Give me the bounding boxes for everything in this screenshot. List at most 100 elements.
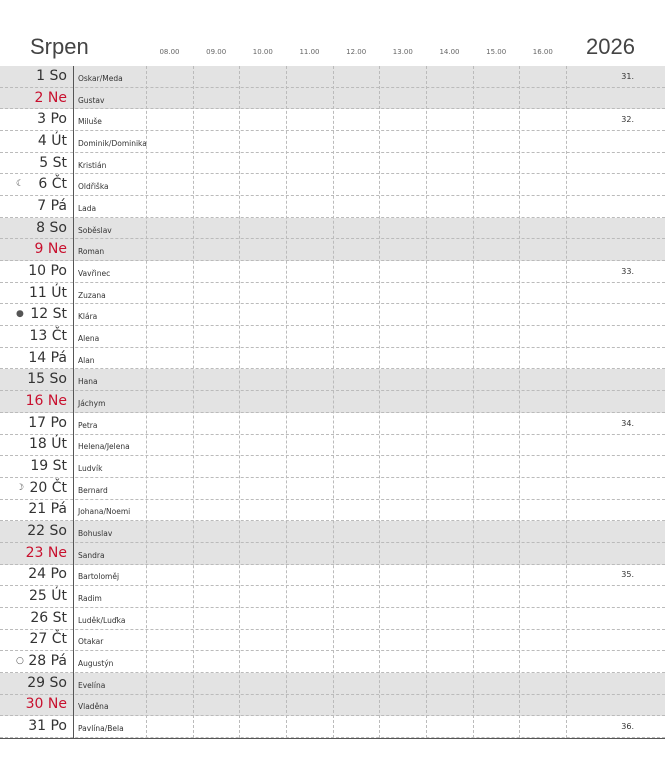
weekday: Út — [51, 132, 67, 149]
week-number: 33. — [621, 266, 634, 276]
day-number: 17 — [28, 414, 47, 431]
name-day: Soběslav — [78, 225, 112, 235]
day-number: 18 — [28, 436, 47, 453]
column-rule — [426, 66, 427, 738]
day-row: 5 St Kristián — [0, 153, 665, 175]
name-day: Vladěna — [78, 702, 109, 712]
name-day: Radim — [78, 594, 102, 604]
weekday: Po — [50, 414, 67, 431]
weekday: Pá — [50, 197, 67, 214]
weekday: Po — [50, 262, 67, 279]
weekday: Pá — [50, 653, 67, 670]
week-number: 36. — [621, 722, 634, 732]
day-row: 4 Út Dominik/Dominika — [0, 131, 665, 153]
day-number: 2 — [34, 89, 44, 106]
weekday: Ne — [47, 89, 67, 106]
hour-label: 10.00 — [252, 48, 273, 56]
day-label: 22 So — [27, 523, 67, 539]
day-number: 25 — [28, 588, 47, 605]
name-day: Bernard — [78, 485, 108, 495]
day-row: 28 Pá Augustýn ○ — [0, 651, 665, 673]
name-day: Miluše — [78, 117, 102, 127]
hour-label: 09.00 — [206, 48, 227, 56]
day-row: 10 Po Vavřinec 33. — [0, 261, 665, 283]
moon-phase: ○ — [16, 656, 24, 667]
name-day: Otakar — [78, 637, 104, 647]
weekday: So — [49, 219, 67, 236]
name-day: Roman — [78, 247, 105, 257]
day-number: 3 — [37, 111, 47, 128]
column-rule — [239, 66, 241, 738]
name-day: Gustav — [78, 95, 105, 105]
column-rule — [332, 66, 334, 738]
day-row: 18 Út Helena/Jelena — [0, 435, 665, 457]
day-number: 21 — [28, 501, 47, 518]
day-row: 11 Út Zuzana — [0, 283, 665, 305]
day-label: 6 Čt — [38, 176, 67, 192]
day-row: 13 Čt Alena — [0, 326, 665, 348]
day-label: 20 Čt — [29, 480, 67, 496]
name-day: Sandra — [78, 550, 105, 560]
name-day: Petra — [78, 420, 98, 430]
hour-label: 16.00 — [532, 48, 553, 56]
week-number: 31. — [621, 71, 634, 81]
column-rule — [146, 66, 147, 738]
weekday: Ne — [47, 241, 67, 258]
day-label: 21 Pá — [28, 501, 67, 517]
day-number: 22 — [27, 523, 46, 540]
day-label: 7 Pá — [37, 198, 67, 214]
day-column-rule — [73, 66, 74, 738]
year: 2026 — [586, 34, 635, 59]
weekday: Čt — [51, 176, 67, 193]
day-row: 31 Po Pavlína/Bela 36. — [0, 716, 665, 738]
day-row: 15 So Hana — [0, 369, 665, 392]
moon-phase: ☾ — [16, 179, 25, 190]
day-row: 20 Čt Bernard ☽ — [0, 478, 665, 500]
weekday: So — [49, 371, 67, 388]
day-row: 2 Ne Gustav — [0, 87, 665, 110]
name-day: Klára — [78, 312, 98, 322]
weekday: Út — [51, 436, 67, 453]
name-day: Augustýn — [78, 659, 114, 669]
name-day: Bohuslav — [78, 529, 113, 539]
day-number: 4 — [37, 132, 47, 149]
column-rule — [286, 66, 287, 738]
day-label: 9 Ne — [35, 241, 67, 257]
day-label: 10 Po — [28, 263, 67, 279]
name-day: Jáchym — [78, 398, 106, 408]
day-row: 24 Po Bartoloměj 35. — [0, 565, 665, 587]
day-number: 24 — [28, 566, 47, 583]
day-label: 31 Po — [28, 718, 67, 734]
day-row: 16 Ne Jáchym — [0, 391, 665, 413]
weekday: Čt — [51, 631, 67, 648]
week-number: 35. — [621, 570, 634, 580]
weekday: Út — [51, 284, 67, 301]
day-row: 1 So Oskar/Meda 31. — [0, 66, 665, 88]
name-day: Johana/Noemi — [78, 507, 131, 517]
day-row: 14 Pá Alan — [0, 348, 665, 370]
column-rule — [472, 66, 474, 738]
day-number: 13 — [29, 327, 48, 344]
day-label: 14 Pá — [28, 350, 67, 366]
day-label: 19 St — [30, 458, 67, 474]
day-number: 11 — [28, 284, 47, 301]
column-rule — [566, 66, 567, 738]
column-rule — [519, 66, 521, 738]
name-day: Bartoloměj — [78, 572, 120, 582]
day-number: 9 — [34, 241, 44, 258]
month-title: Srpen — [30, 34, 89, 59]
day-row: 29 So Evelína — [0, 672, 665, 695]
day-row: 25 Út Radim — [0, 586, 665, 608]
weekday: Pá — [50, 349, 67, 366]
day-row: 26 St Luděk/Luďka — [0, 608, 665, 630]
week-number: 32. — [621, 115, 634, 125]
weekday: So — [49, 674, 67, 691]
hour-label: 15.00 — [486, 48, 507, 56]
day-number: 27 — [29, 631, 48, 648]
day-number: 5 — [39, 154, 49, 171]
day-row: 21 Pá Johana/Noemi — [0, 500, 665, 522]
weekday: Čt — [51, 479, 67, 496]
day-label: 3 Po — [37, 111, 67, 127]
day-number: 16 — [25, 392, 44, 409]
